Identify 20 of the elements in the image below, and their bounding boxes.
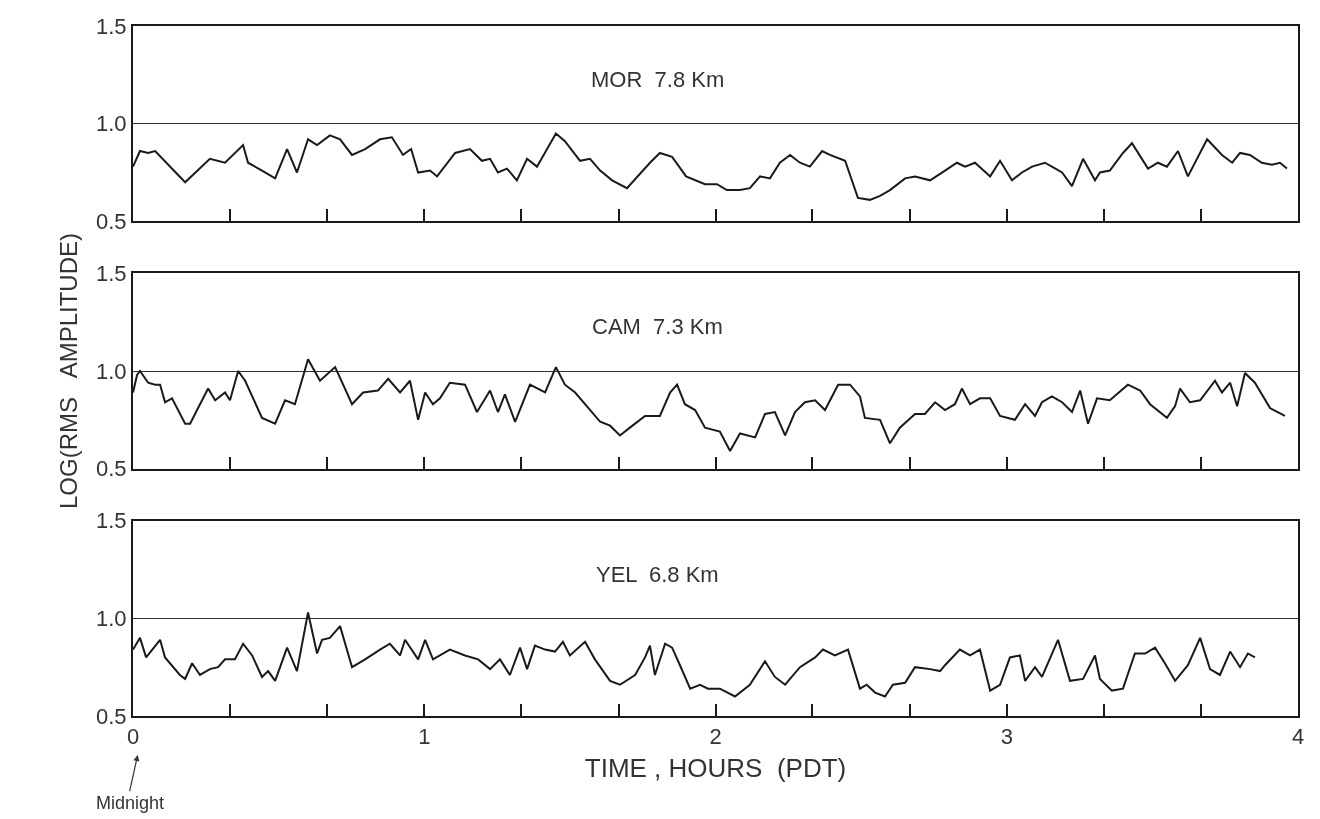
y-tick-label: 1.5	[96, 261, 127, 287]
y-tick-label: 0.5	[96, 456, 127, 482]
x-tick-label: 3	[1000, 724, 1013, 750]
y-tick-label: 1.5	[96, 508, 127, 534]
y-tick-label: 0.5	[96, 703, 127, 729]
annotation: CAM 7.3 Km	[592, 314, 723, 339]
y-tick-label: 1.5	[96, 13, 127, 39]
x-tick-label: 1	[418, 724, 431, 750]
x-axis-title: TIME , HOURS (PDT)	[584, 752, 847, 783]
annotation: MOR 7.8 Km	[591, 67, 725, 92]
y-tick-label: 0.5	[96, 209, 127, 235]
y-axis-title: LOG(RMS AMPLITUDE)	[54, 232, 82, 510]
x-tick-label: 2	[709, 724, 722, 750]
x-tick-label: 0	[126, 724, 140, 750]
annotation: YEL 6.8 Km	[596, 562, 719, 587]
y-tick-label: 1.0	[96, 606, 127, 632]
text: Midnight	[96, 793, 165, 813]
y-tick-label: 1.0	[96, 111, 127, 137]
x-tick-label: 4	[1291, 724, 1305, 750]
y-tick-label: 1.0	[96, 358, 127, 384]
